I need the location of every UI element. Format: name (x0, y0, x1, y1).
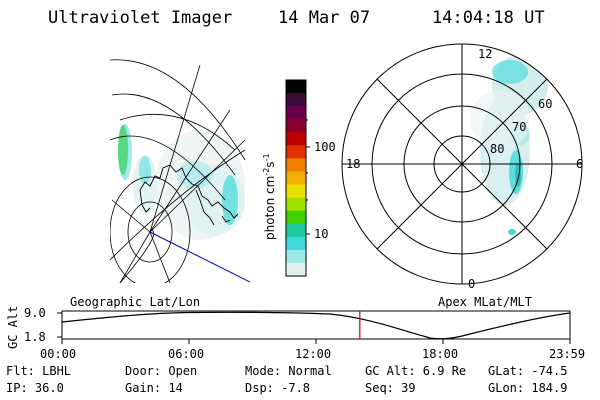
info-flight: Flt: LBHL (6, 364, 72, 378)
mlt-label-18: 18 (346, 157, 361, 171)
colorbar-segment (286, 262, 306, 277)
mlt-label-0: 0 (468, 277, 476, 291)
info-mode: Mode: Normal (245, 364, 332, 378)
timeline-xtick-4: 23:59 (549, 347, 586, 361)
colorbar (285, 79, 307, 277)
colorbar-segment (286, 197, 306, 212)
info-gc-altitude: GC Alt: 6.9 Re (365, 364, 467, 378)
info-dsp: Dsp: -7.8 (245, 381, 311, 395)
date-label: 14 Mar 07 (278, 8, 371, 28)
colorbar-ticks (306, 119, 310, 235)
colorbar-segment (286, 145, 306, 159)
colorbar-segment (286, 93, 306, 107)
timeline-xtick-1: 06:00 (168, 347, 205, 361)
colorbar-segment (286, 249, 306, 264)
polar-diagonal-2 (376, 78, 548, 250)
terminator-line (149, 231, 250, 283)
colorbar-segment (286, 80, 306, 94)
altitude-curve (61, 311, 571, 340)
colorbar-segment (286, 106, 306, 120)
colorbar-segment (286, 236, 306, 251)
info-gain: Gain: 14 (125, 381, 183, 395)
timeline-ticks (57, 312, 571, 344)
polar-plot (341, 43, 583, 285)
time-label: 14:04:18 UT (432, 8, 545, 28)
mlt-label-6: 6 (576, 157, 584, 171)
info-door: Door: Open (125, 364, 198, 378)
lat-label-80: 80 (490, 142, 505, 156)
colorbar-tick-10: 10 (314, 227, 329, 241)
colorbar-segment (286, 132, 306, 146)
colorbar-tick-100: 100 (314, 140, 336, 154)
timeline-ytick-bottom: 1.8 (24, 330, 46, 344)
colorbar-segment (286, 171, 306, 186)
colorbar-segment (286, 184, 306, 199)
timeline-xtick-0: 00:00 (40, 347, 77, 361)
lat-label-60: 60 (538, 97, 553, 111)
timeline-ytick-top: 9.0 (24, 306, 46, 320)
colorbar-unit-label: photon cm-2s-1 (262, 153, 277, 240)
instrument-title: Ultraviolet Imager (48, 8, 233, 28)
colorbar-segment (286, 223, 306, 238)
colorbar-segment (286, 119, 306, 133)
timeline-frame (61, 310, 571, 340)
lat-label-70: 70 (512, 120, 527, 134)
info-ip: IP: 36.0 (6, 381, 64, 395)
geographic-map (110, 59, 250, 283)
timeline-xtick-2: 12:00 (295, 347, 332, 361)
timeline-y-label: GC Alt (6, 305, 20, 349)
info-glon: GLon: 184.9 (488, 381, 568, 395)
timeline-right-title: Apex MLat/MLT (438, 295, 532, 309)
timeline-xtick-3: 18:00 (422, 347, 459, 361)
info-seq: Seq: 39 (365, 381, 416, 395)
mlt-label-12: 12 (478, 47, 493, 61)
colorbar-frame (285, 79, 307, 277)
colorbar-segment (286, 158, 306, 172)
timeline-plot (57, 310, 571, 344)
colorbar-segment (286, 210, 306, 225)
timeline-left-title: Geographic Lat/Lon (70, 295, 201, 309)
geo-graticule (110, 59, 246, 283)
geo-coastline (139, 164, 239, 226)
info-glat: GLat: -74.5 (488, 364, 568, 378)
